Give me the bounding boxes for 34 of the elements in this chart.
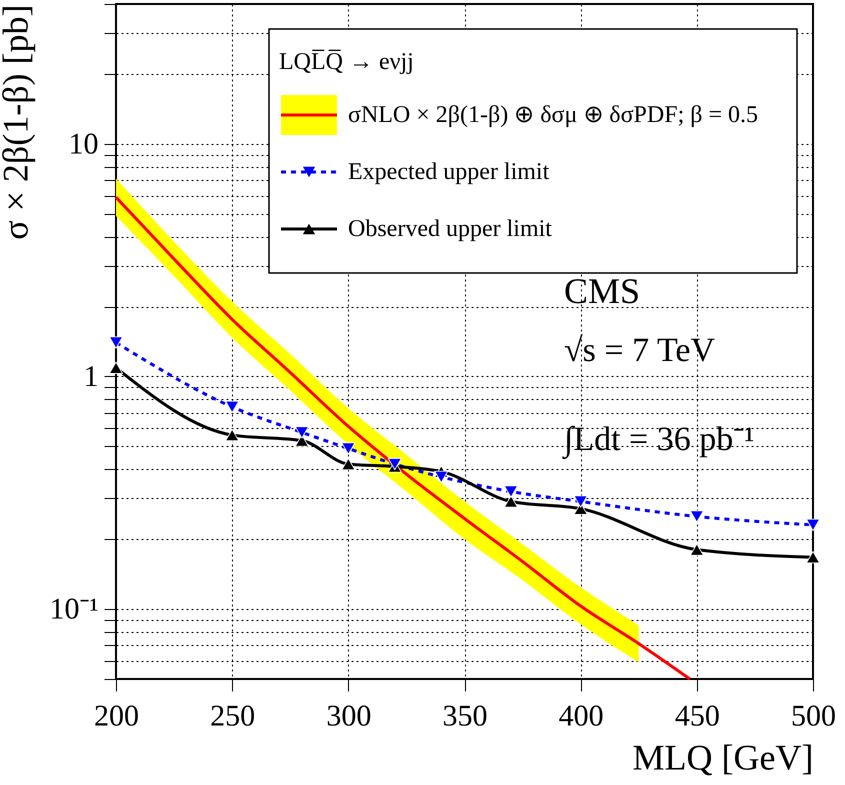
legend-label: Expected upper limit [348, 159, 550, 185]
point [574, 495, 588, 508]
y-axis-title: σ × 2β(1-β) [pb] [0, 4, 36, 240]
point [690, 510, 704, 523]
x-tick-label: 200 [94, 700, 139, 732]
point [388, 458, 402, 470]
y-tick-label: 10⁻¹ [50, 592, 98, 626]
point [225, 429, 240, 442]
point [225, 400, 240, 413]
point [690, 544, 704, 556]
x-tick-label: 300 [326, 700, 372, 732]
point [504, 495, 518, 508]
point [434, 470, 448, 483]
point [109, 362, 123, 374]
point [109, 336, 123, 349]
legend-label: Observed upper limit [348, 216, 552, 242]
x-axis-title: MLQ [GeV] [632, 738, 814, 778]
annotation: √s = 7 TeV [564, 332, 716, 369]
x-tick-label: 450 [674, 700, 720, 732]
point [504, 486, 518, 498]
point [294, 426, 309, 438]
x-tick-label: 250 [210, 700, 256, 732]
point [806, 551, 820, 564]
point [341, 442, 356, 455]
y-tick-label: 1 [84, 360, 98, 393]
annotation: CMS [564, 271, 640, 311]
point [341, 458, 356, 470]
y-tick-label: 10 [68, 127, 98, 160]
legend-title: LQL̅Q̅ → eνjj [279, 49, 414, 75]
x-tick-label: 400 [558, 700, 604, 732]
point [806, 518, 820, 531]
x-tick-label: 350 [442, 700, 488, 732]
legend-label: σNLO × 2β(1-β) ⊕ δσμ ⊕ δσPDF; β = 0.5 [348, 102, 758, 128]
x-tick-label: 500 [791, 700, 836, 732]
